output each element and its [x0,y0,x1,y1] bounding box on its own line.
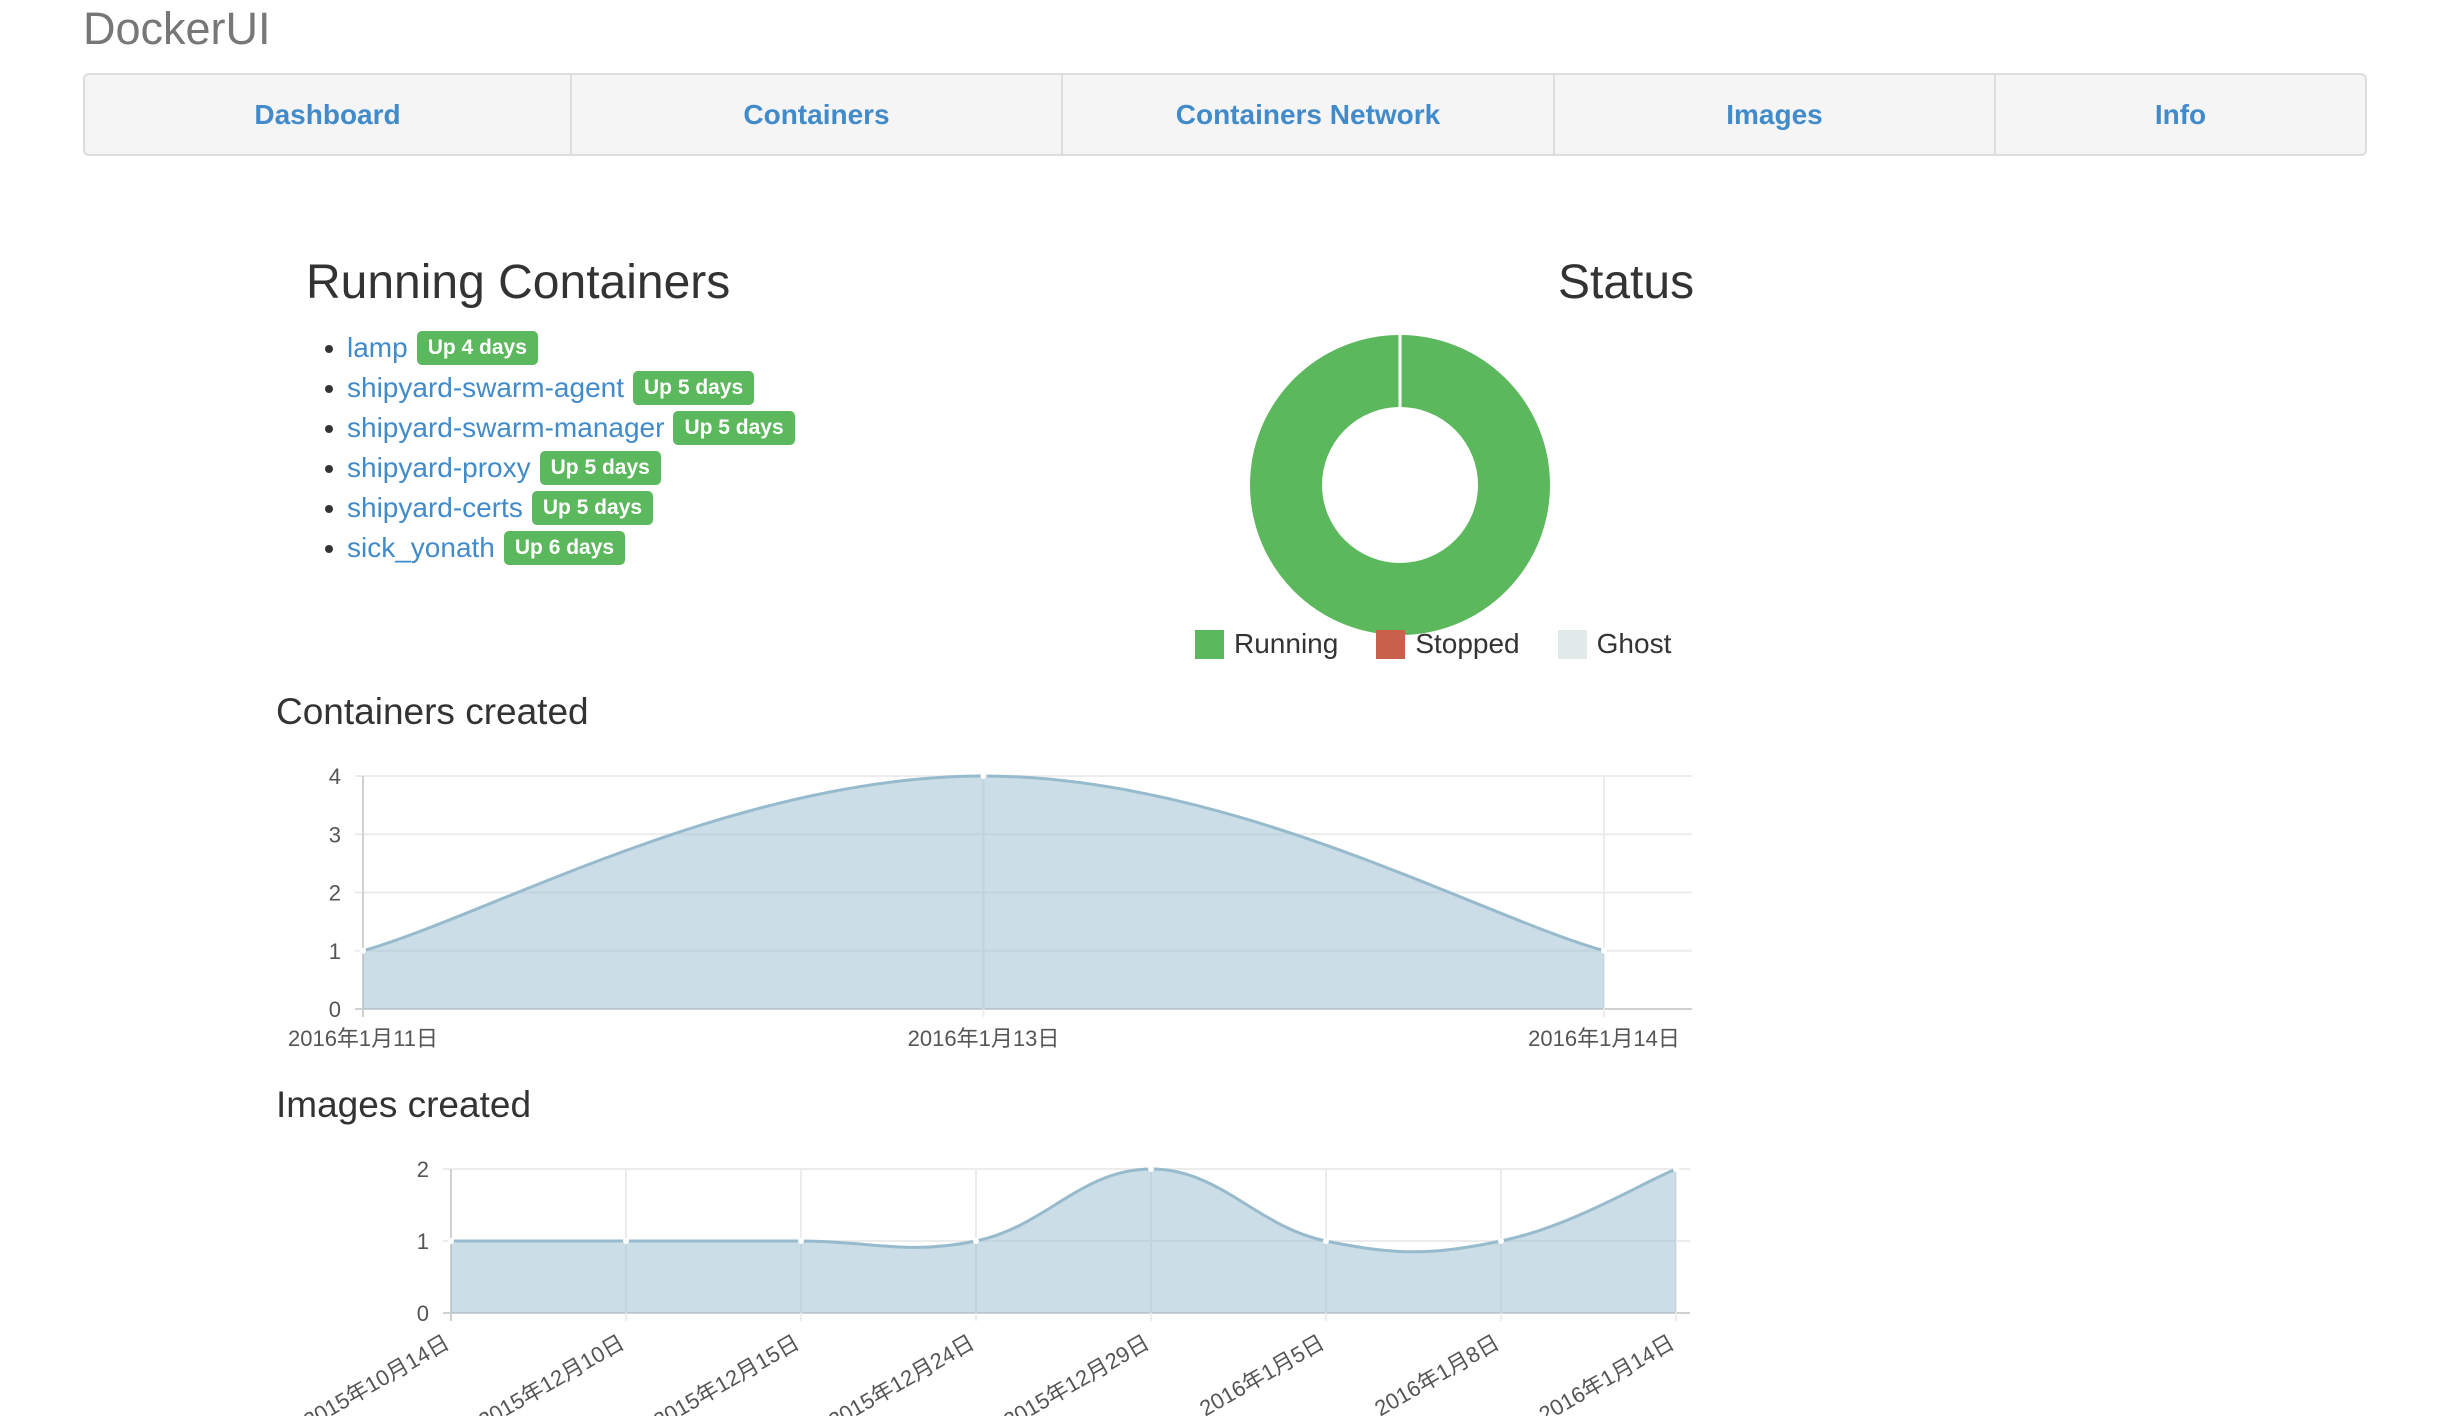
x-tick-label: 2015年10月14日 [299,1330,453,1416]
data-point [448,1238,454,1244]
x-tick-label: 2016年1月14日 [1528,1026,1680,1051]
x-tick-label: 2015年12月29日 [999,1330,1153,1416]
container-link[interactable]: sick_yonath [347,532,495,563]
nav-info[interactable]: Info [2154,98,2207,130]
list-item: shipyard-swarm-manager Up 5 days [325,408,795,448]
series-line [451,1167,1677,1254]
status-badge: Up 5 days [673,411,795,445]
brand-title[interactable]: DockerUI [83,3,271,54]
y-tick-label: 0 [417,1301,429,1326]
legend-swatch [1376,629,1406,659]
legend-swatch [1195,629,1224,659]
status-badge: Up 5 days [539,451,661,485]
y-tick-label: 1 [417,1229,429,1254]
legend-item-running: Running [1195,628,1338,660]
y-tick-label: 2 [329,881,341,906]
data-point [1673,1166,1679,1172]
x-tick-label: 2016年1月11日 [288,1026,438,1051]
data-point [1148,1166,1154,1172]
status-badge: Up 6 days [503,531,626,565]
nav-dashboard[interactable]: Dashboard [85,75,572,154]
data-point [360,947,366,954]
status-legend: Running Stopped Ghost [1195,628,1709,660]
data-point [1601,947,1607,954]
data-point [1323,1238,1329,1244]
list-item: lamp Up 4 days [325,328,795,368]
legend-label: Ghost [1596,628,1672,659]
containers-created-chart: 0 1 2 3 4 2016年1月11日 2016年1月13日 2016年1月14日 [288,764,1692,1051]
x-tick-label: 2016年1月13日 [908,1026,1060,1051]
list-item: shipyard-proxy Up 5 days [325,448,795,488]
running-containers-title: Running Containers [306,256,731,309]
data-point [973,1238,979,1244]
container-link[interactable]: lamp [347,332,408,363]
containers-created-title: Containers created [276,691,589,732]
x-tick-label: 2015年12月10日 [474,1330,628,1416]
x-tick-label: 2016年1月8日 [1370,1330,1503,1416]
nav-containers-network[interactable]: Containers Network [1063,75,1555,154]
x-tick-label: 2016年1月14日 [1535,1330,1679,1416]
y-tick-label: 4 [329,764,341,789]
status-badge: Up 5 days [531,491,654,525]
container-link[interactable]: shipyard-swarm-manager [347,412,665,443]
legend-label: Stopped [1415,628,1520,659]
list-item: sick_yonath Up 6 days [325,528,795,568]
running-containers-list: lamp Up 4 days shipyard-swarm-agent Up 5… [325,328,795,568]
nav-images[interactable]: Images [1555,75,1996,154]
y-tick-label: 0 [329,997,341,1022]
container-link[interactable]: shipyard-swarm-agent [347,372,624,403]
main-navbar: Dashboard Containers Containers Network … [83,73,2367,156]
area-fill [363,776,1604,1009]
status-badge: Up 5 days [633,371,755,405]
x-tick-label: 2015年12月24日 [824,1330,978,1416]
status-title: Status [1558,256,1695,309]
status-badge: Up 4 days [416,331,538,365]
y-tick-label: 1 [329,939,341,964]
list-item: shipyard-certs Up 5 days [325,488,795,528]
data-point [980,773,987,779]
legend-item-stopped: Stopped [1376,628,1520,660]
nav-containers[interactable]: Containers [572,75,1063,154]
status-donut-chart [1250,335,1550,635]
data-point [623,1238,629,1244]
images-created-title: Images created [276,1084,532,1125]
x-tick-label: 2016年1月5日 [1195,1330,1328,1416]
list-item: shipyard-swarm-agent Up 5 days [325,368,795,408]
legend-label: Running [1234,628,1339,659]
area-fill [451,1169,1676,1313]
y-tick-label: 3 [329,822,341,847]
container-link[interactable]: shipyard-proxy [347,452,531,483]
legend-item-ghost: Ghost [1557,628,1672,660]
y-tick-label: 2 [417,1157,429,1182]
data-point [1498,1238,1504,1244]
container-link[interactable]: shipyard-certs [347,492,523,523]
legend-swatch [1557,629,1587,659]
data-point [798,1238,804,1244]
x-tick-label: 2015年12月15日 [649,1330,803,1416]
